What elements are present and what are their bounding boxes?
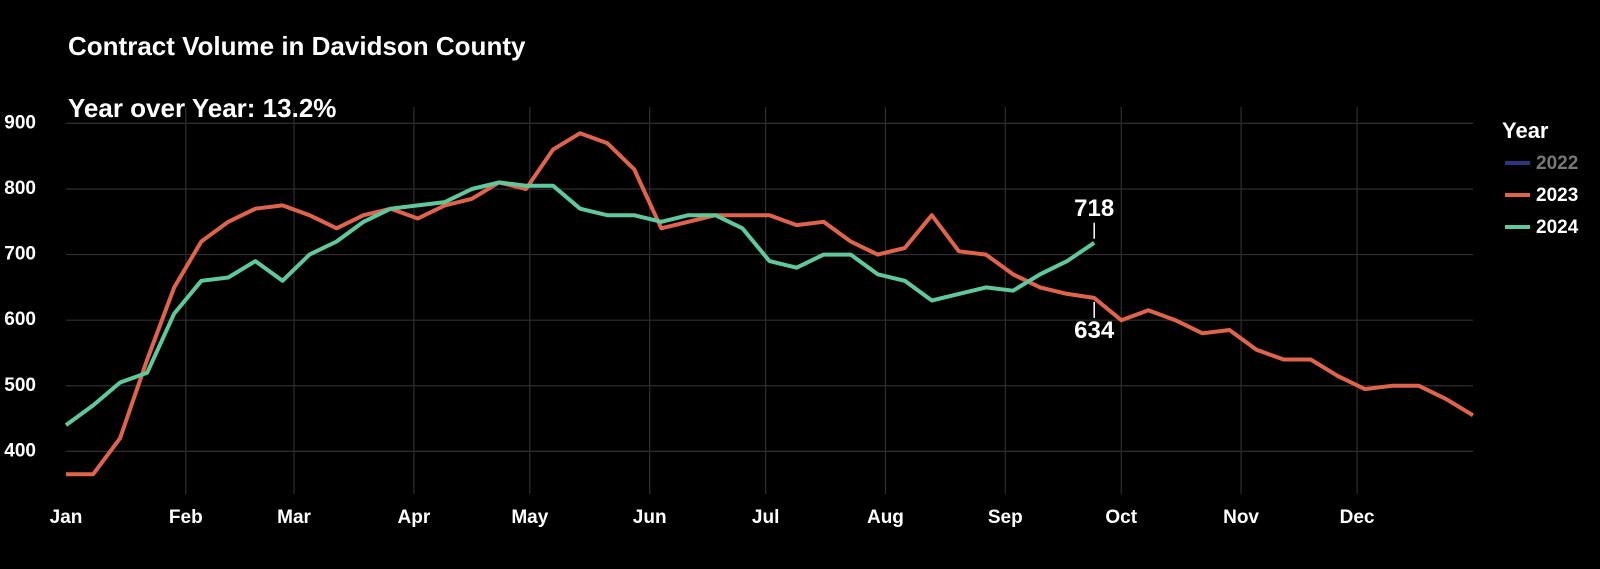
y-tick-label: 700 <box>4 244 36 265</box>
chart-subtitle: Year over Year: 13.2% <box>68 93 336 123</box>
legend-label: 2022 <box>1536 153 1578 174</box>
x-tick-label: Nov <box>1223 507 1259 528</box>
data-label: 718 <box>1074 195 1114 222</box>
x-tick-label: Jul <box>752 507 779 528</box>
legend-label: 2023 <box>1536 185 1578 206</box>
x-tick-label: Feb <box>169 507 203 528</box>
plot <box>64 131 1475 477</box>
chart-title: Contract Volume in Davidson County <box>68 31 526 61</box>
y-tick-label: 900 <box>4 112 36 133</box>
x-tick-label: Sep <box>988 507 1023 528</box>
series-line <box>64 180 1096 427</box>
x-tick-label: Aug <box>867 507 904 528</box>
x-tick-label: Oct <box>1105 507 1137 528</box>
x-tick-label: Mar <box>277 507 311 528</box>
x-tick-label: May <box>511 507 548 528</box>
y-tick-label: 500 <box>4 375 36 396</box>
legend-title: Year <box>1502 118 1549 143</box>
x-tick-label: Dec <box>1340 507 1375 528</box>
grid <box>66 107 1473 494</box>
x-tick-label: Jun <box>633 507 667 528</box>
legend-label: 2024 <box>1536 217 1579 238</box>
data-label: 634 <box>1074 317 1115 344</box>
y-tick-label: 400 <box>4 440 36 461</box>
series-line <box>66 131 1475 477</box>
y-tick-label: 600 <box>4 309 36 330</box>
y-tick-label: 800 <box>4 178 36 199</box>
x-tick-label: Jan <box>50 507 83 528</box>
x-tick-label: Apr <box>398 507 431 528</box>
